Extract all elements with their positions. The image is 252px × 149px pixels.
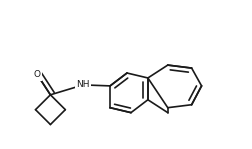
Text: NH: NH	[77, 80, 90, 89]
Text: O: O	[34, 70, 41, 80]
